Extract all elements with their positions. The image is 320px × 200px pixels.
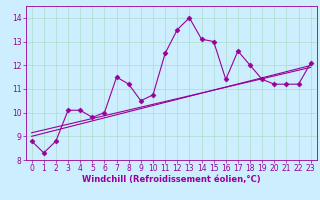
X-axis label: Windchill (Refroidissement éolien,°C): Windchill (Refroidissement éolien,°C) xyxy=(82,175,260,184)
